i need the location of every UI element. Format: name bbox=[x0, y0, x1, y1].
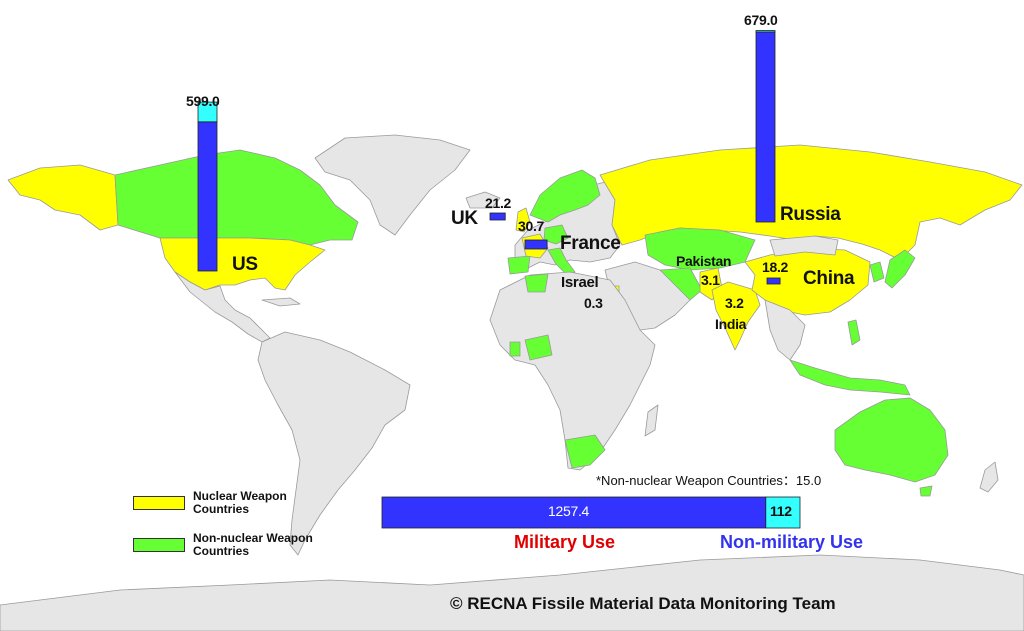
south-africa bbox=[564, 434, 606, 469]
uk-name-label: UK bbox=[451, 208, 478, 229]
china-military-bar bbox=[766, 277, 781, 285]
russia-value-label: 679.0 bbox=[744, 12, 778, 28]
russia-military-bar bbox=[755, 31, 776, 223]
fissile-stock-bars bbox=[197, 30, 781, 285]
uk-land bbox=[515, 207, 531, 233]
pakistan-value-label: 3.1 bbox=[701, 272, 720, 288]
uk-military-bar bbox=[489, 212, 506, 221]
western-europe-nnws bbox=[543, 224, 569, 245]
legend-non-nuclear-swatch bbox=[133, 538, 185, 552]
mongolia bbox=[769, 235, 839, 257]
australia bbox=[834, 397, 949, 483]
total-military-bar bbox=[381, 496, 767, 529]
philippines bbox=[847, 319, 861, 346]
france-value-label: 30.7 bbox=[518, 218, 545, 234]
algeria bbox=[524, 273, 549, 293]
southeast-asia bbox=[764, 299, 806, 361]
india-land bbox=[711, 281, 761, 351]
non-nuclear-footnote: *Non-nuclear Weapon Countries：15.0 bbox=[596, 473, 822, 488]
madagascar bbox=[644, 404, 659, 437]
france-military-bar bbox=[524, 239, 548, 250]
israel-name-label: Israel bbox=[561, 274, 599, 291]
italy bbox=[547, 247, 576, 277]
korea bbox=[869, 261, 885, 283]
legend-nuclear-swatch bbox=[133, 496, 185, 510]
tasmania bbox=[919, 485, 933, 497]
iceland bbox=[465, 191, 501, 209]
legend-non-nuclear: Non-nuclear Weapon Countries bbox=[133, 532, 313, 558]
legend-non-nuclear-label: Non-nuclear Weapon Countries bbox=[193, 531, 313, 558]
total-non-military-value: 112 bbox=[770, 503, 792, 519]
us-military-bar bbox=[197, 121, 218, 272]
legend-nuclear-label: Nuclear Weapon Countries bbox=[193, 489, 287, 516]
israel-value-label: 0.3 bbox=[584, 295, 603, 311]
france-name-label: France bbox=[560, 233, 621, 254]
credit-line: © RECNA Fissile Material Data Monitoring… bbox=[450, 594, 836, 613]
greenland bbox=[314, 134, 471, 236]
india-name-label: India bbox=[715, 316, 747, 332]
scandinavia bbox=[529, 169, 601, 223]
russia-non-military-bar bbox=[755, 30, 776, 33]
iran bbox=[659, 267, 703, 301]
non-military-use-caption: Non-military Use bbox=[720, 532, 864, 552]
us-name-label: US bbox=[232, 254, 258, 275]
antarctica bbox=[0, 554, 1024, 631]
caribbean bbox=[261, 297, 301, 307]
us-non-military-bar bbox=[197, 101, 218, 123]
south-america bbox=[257, 331, 411, 556]
total-stock-bar bbox=[381, 496, 801, 529]
japan bbox=[884, 249, 916, 289]
spain bbox=[507, 255, 531, 275]
india-value-label: 3.2 bbox=[725, 295, 744, 311]
alaska bbox=[7, 164, 119, 231]
uk-value-label: 21.2 bbox=[485, 195, 512, 211]
indonesia bbox=[789, 359, 911, 396]
us-value-label: 599.0 bbox=[186, 93, 220, 109]
central-america bbox=[174, 271, 271, 343]
military-use-caption: Military Use bbox=[514, 532, 616, 552]
pakistan-name-label: Pakistan bbox=[676, 253, 732, 269]
africa bbox=[489, 271, 656, 471]
legend-nuclear: Nuclear Weapon Countries bbox=[133, 490, 313, 516]
china-name-label: China bbox=[803, 268, 855, 289]
ghana bbox=[509, 341, 521, 357]
nigeria bbox=[524, 334, 553, 361]
total-military-value: 1257.4 bbox=[548, 503, 590, 519]
total-non-military-bar bbox=[765, 496, 801, 529]
new-zealand bbox=[979, 461, 999, 493]
central-asia bbox=[644, 227, 756, 271]
china-value-label: 18.2 bbox=[762, 259, 789, 275]
russia-name-label: Russia bbox=[780, 204, 841, 225]
